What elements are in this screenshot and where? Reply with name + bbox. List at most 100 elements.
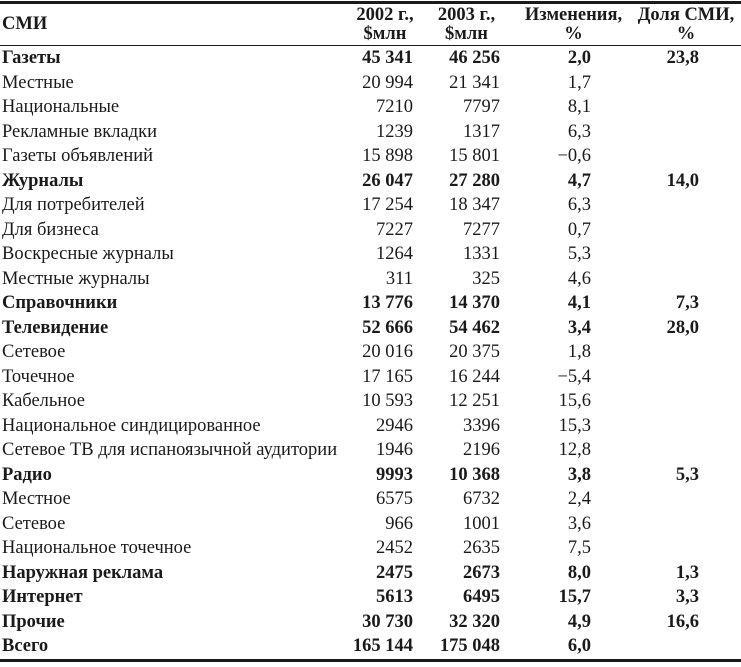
cell-media-label: Сетевое <box>2 342 66 362</box>
cell-change-pct: 1,7 <box>567 72 591 93</box>
cell-share-pct <box>605 193 741 218</box>
table-row: Местные журналы 311 325 4,6 <box>0 267 741 292</box>
cell-change-pct: 15,3 <box>558 415 591 436</box>
header-line-1: Доля СМИ, <box>637 4 735 25</box>
table-row: Прочие 30 730 32 320 4,9 16,6 <box>0 610 741 635</box>
cell-media-label: Газеты объявлений <box>2 146 154 166</box>
table-body: Газеты 45 341 46 256 2,0 23,8 Местные 20… <box>0 46 741 661</box>
table-row: Местные 20 994 21 341 1,7 <box>0 71 741 96</box>
cell-value-2003: 6495 <box>463 587 500 607</box>
cell-media-label: Кабельное <box>2 391 85 411</box>
col-header-media: СМИ <box>0 2 345 46</box>
cell-share-pct <box>605 438 741 463</box>
cell-media-label: Справочники <box>2 293 118 313</box>
table-row: Наружная реклама 2475 2673 8,0 1,3 <box>0 561 741 586</box>
header-line-1: Изменения, <box>524 4 623 25</box>
cell-value-2003: 7797 <box>463 97 500 117</box>
cell-value-2003: 2635 <box>463 538 500 558</box>
cell-value-2002: 15 898 <box>362 146 413 166</box>
cell-value-2002: 7210 <box>376 97 413 117</box>
cell-value-2003: 1331 <box>463 244 500 264</box>
table-row: Газеты объявлений 15 898 15 801 −0,6 <box>0 144 741 169</box>
cell-value-2003: 10 368 <box>449 464 500 485</box>
cell-share-pct <box>605 242 741 267</box>
cell-change-pct: 2,4 <box>567 489 591 509</box>
cell-value-2002: 6575 <box>376 489 413 509</box>
table-row: Национальное синдицированное 2946 3396 1… <box>0 414 741 439</box>
cell-share-pct: 7,3 <box>675 293 699 313</box>
cell-change-pct: 12,8 <box>558 440 591 460</box>
table-row: Для потребителей 17 254 18 347 6,3 <box>0 193 741 218</box>
cell-share-pct: 23,8 <box>666 48 699 68</box>
header-row: СМИ 2002 г., $млн 2003 г., $млн Изменени… <box>0 2 741 46</box>
cell-value-2002: 26 047 <box>362 170 413 191</box>
cell-value-2002: 17 254 <box>362 195 413 215</box>
cell-share-pct: 3,3 <box>675 587 699 607</box>
cell-share-pct: 28,0 <box>666 317 699 338</box>
cell-value-2002: 5613 <box>376 587 413 607</box>
header-line-1: 2002 г., <box>356 4 414 25</box>
cell-media-label: Сетевое ТВ для испаноязычной аудитории <box>2 440 338 460</box>
cell-share-pct <box>605 120 741 145</box>
cell-change-pct: −5,4 <box>557 366 591 387</box>
cell-share-pct <box>605 414 741 439</box>
cell-media-label: Точечное <box>2 366 75 387</box>
cell-value-2002: 17 165 <box>362 366 413 387</box>
cell-value-2002: 20 016 <box>362 342 413 362</box>
cell-value-2003: 3396 <box>463 415 500 436</box>
cell-change-pct: 8,0 <box>567 562 591 583</box>
table-row: Радио 9993 10 368 3,8 5,3 <box>0 463 741 488</box>
cell-change-pct: 15,7 <box>558 587 591 607</box>
table-row: Местное 6575 6732 2,4 <box>0 487 741 512</box>
cell-share-pct: 14,0 <box>666 170 699 191</box>
col-header-share: Доля СМИ, % <box>618 2 741 46</box>
cell-value-2002: 10 593 <box>362 391 413 411</box>
cell-media-label: Национальные <box>2 97 120 117</box>
cell-value-2002: 1264 <box>376 244 413 264</box>
cell-value-2003: 18 347 <box>449 195 500 215</box>
cell-media-label: Местные <box>2 72 74 93</box>
cell-change-pct: 3,6 <box>567 513 591 534</box>
cell-change-pct: 8,1 <box>567 97 591 117</box>
cell-media-label: Радио <box>2 464 52 485</box>
cell-value-2003: 12 251 <box>449 391 500 411</box>
table-row: Сетевое 966 1001 3,6 <box>0 512 741 537</box>
cell-media-label: Рекламные вкладки <box>2 121 158 142</box>
cell-share-pct <box>605 267 741 292</box>
cell-value-2002: 13 776 <box>362 293 413 313</box>
cell-value-2003: 2673 <box>463 562 500 583</box>
cell-value-2002: 2475 <box>376 562 413 583</box>
cell-share-pct <box>605 634 741 660</box>
cell-change-pct: 6,3 <box>567 121 591 142</box>
cell-change-pct: 4,9 <box>567 611 591 632</box>
cell-value-2003: 54 462 <box>449 317 500 338</box>
cell-change-pct: 3,4 <box>567 317 591 338</box>
cell-value-2002: 9993 <box>376 464 413 485</box>
cell-share-pct <box>605 218 741 243</box>
cell-value-2002: 45 341 <box>362 48 413 68</box>
table-row: Телевидение 52 666 54 462 3,4 28,0 <box>0 316 741 341</box>
cell-media-label: Местные журналы <box>2 268 150 289</box>
table-row: Рекламные вкладки 1239 1317 6,3 <box>0 120 741 145</box>
cell-share-pct <box>605 389 741 414</box>
table-row: Национальные 7210 7797 8,1 <box>0 95 741 120</box>
cell-media-label: Воскресные журналы <box>2 244 174 264</box>
cell-media-label: Телевидение <box>2 317 109 338</box>
cell-media-label: Сетевое <box>2 513 66 534</box>
cell-media-label: Местное <box>2 489 71 509</box>
table-header: СМИ 2002 г., $млн 2003 г., $млн Изменени… <box>0 2 741 46</box>
table-row: Сетевое ТВ для испаноязычной аудитории 1… <box>0 438 741 463</box>
col-header-change: Изменения, % <box>521 2 626 46</box>
col-header-2002: 2002 г., $млн <box>351 2 419 46</box>
cell-value-2002: 2946 <box>376 415 413 436</box>
cell-media-label: Журналы <box>2 170 84 191</box>
cell-value-2002: 30 730 <box>362 611 413 632</box>
cell-change-pct: −0,6 <box>557 146 591 166</box>
cell-value-2003: 175 048 <box>439 636 500 656</box>
cell-change-pct: 0,7 <box>567 219 591 240</box>
cell-share-pct <box>605 365 741 390</box>
table-row: Кабельное 10 593 12 251 15,6 <box>0 389 741 414</box>
table-row: Воскресные журналы 1264 1331 5,3 <box>0 242 741 267</box>
table-row: Журналы 26 047 27 280 4,7 14,0 <box>0 169 741 194</box>
